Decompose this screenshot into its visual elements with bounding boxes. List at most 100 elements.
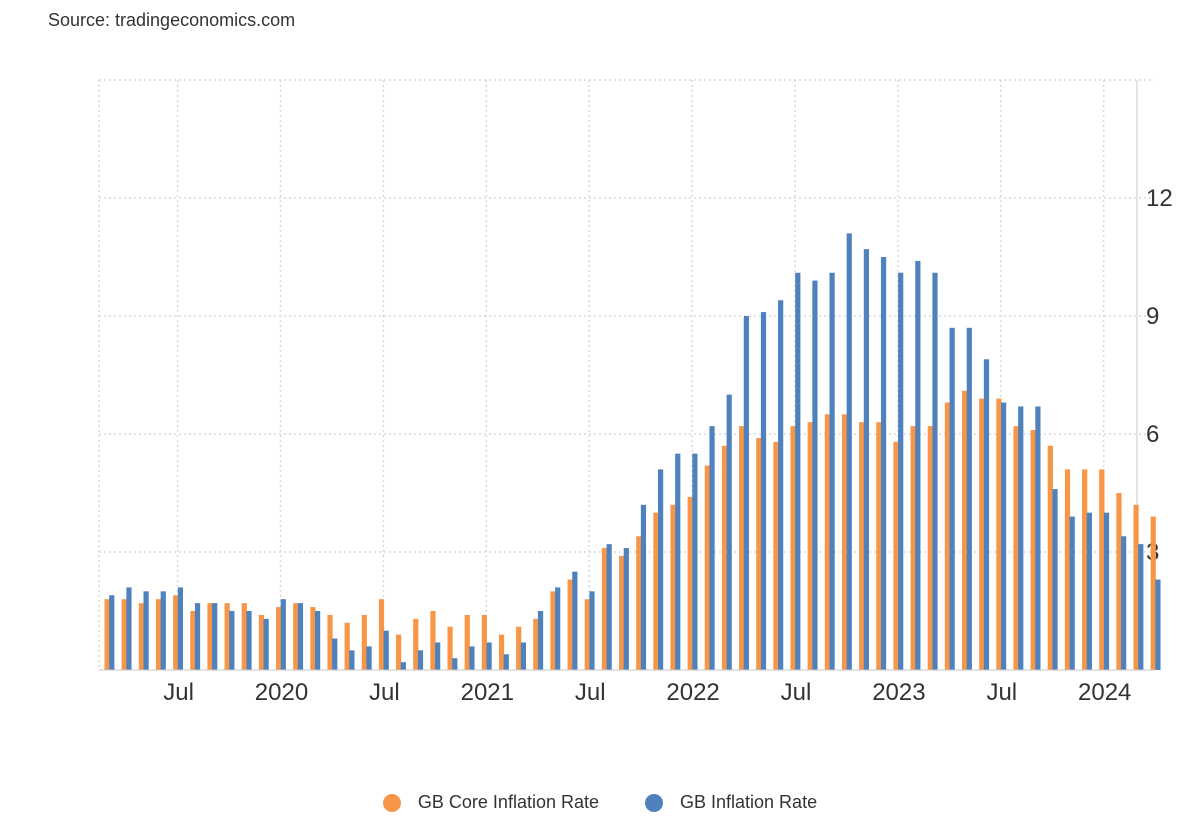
core-bar-2020-07 — [378, 599, 385, 670]
inflation-bar-2022-06 — [778, 300, 784, 670]
inflation-bar-2019-06 — [160, 591, 166, 670]
core-bar-2023-11 — [1064, 469, 1071, 670]
inflation-bar-2020-09 — [417, 650, 424, 670]
core-bar-2019-10 — [224, 603, 230, 670]
core-bar-2019-04 — [121, 599, 127, 670]
inflation-bar-2020-10 — [435, 642, 441, 670]
inflation-bar-2020-11 — [452, 658, 458, 670]
core-bar-2022-05 — [756, 437, 762, 670]
core-bar-2021-12 — [670, 504, 676, 670]
core-bar-2022-07 — [790, 426, 796, 670]
inflation-bar-2022-10 — [846, 233, 852, 670]
inflation-bar-chart: 36912Jul2020Jul2021Jul2022Jul2023Jul2024 — [98, 79, 1173, 706]
core-bar-2023-05 — [962, 390, 968, 670]
inflation-bar-2019-07 — [177, 587, 183, 670]
x-tick-label-5: 2022 — [666, 679, 719, 706]
core-bar-2022-01 — [687, 496, 693, 670]
inflation-bar-2020-08 — [400, 662, 406, 670]
x-tick-label-7: 2023 — [872, 679, 925, 706]
core-bar-2019-12 — [258, 614, 265, 670]
inflation-bar-2020-07 — [383, 630, 389, 670]
core-bar-2021-03 — [516, 626, 522, 670]
core-bar-2021-09 — [619, 555, 625, 670]
core-bar-2021-07 — [584, 599, 590, 670]
inflation-bar-2023-06 — [983, 359, 990, 670]
core-bar-2023-10 — [1047, 445, 1053, 670]
core-bar-2023-06 — [979, 398, 985, 670]
inflation-bar-2019-12 — [263, 618, 269, 670]
inflation-bar-2020-04 — [332, 638, 338, 670]
source-label: Source: tradingeconomics.com — [48, 10, 296, 30]
core-bar-2019-11 — [241, 603, 247, 670]
core-bar-2019-06 — [155, 599, 162, 670]
legend: GB Core Inflation Rate GB Inflation Rate — [0, 792, 1200, 813]
x-tick-label-2: Jul — [369, 679, 400, 706]
core-bar-2019-09 — [207, 603, 213, 670]
x-tick-label-4: Jul — [575, 679, 606, 706]
core-bar-2024-02 — [1116, 493, 1122, 670]
legend-dot-inflation — [645, 793, 663, 812]
inflation-bar-2021-04 — [537, 611, 544, 670]
inflation-bar-2021-12 — [675, 453, 681, 670]
x-tick-label-1: 2020 — [255, 679, 308, 706]
inflation-bar-2019-10 — [229, 611, 235, 670]
inflation-bar-2022-12 — [880, 257, 887, 670]
core-bar-2023-09 — [1030, 430, 1036, 670]
core-bar-2024-01 — [1099, 469, 1105, 670]
y-tick-label-1: 6 — [1146, 421, 1159, 448]
inflation-bar-2022-11 — [863, 249, 869, 670]
inflation-bar-2022-02 — [709, 426, 715, 670]
core-bar-2024-04 — [1150, 516, 1156, 670]
inflation-bar-2019-05 — [143, 591, 149, 670]
legend-label-core: GB Core Inflation Rate — [417, 792, 599, 812]
y-tick-label-3: 12 — [1146, 185, 1173, 212]
core-bar-2022-06 — [773, 441, 779, 670]
inflation-bar-2019-08 — [194, 603, 201, 670]
core-bar-2023-08 — [1013, 426, 1019, 670]
core-bar-2022-11 — [859, 422, 865, 670]
inflation-bar-2022-09 — [829, 272, 835, 670]
core-bar-2023-03 — [927, 426, 933, 670]
core-bar-2023-12 — [1082, 469, 1088, 670]
core-bar-2022-03 — [721, 445, 728, 670]
core-bar-2021-11 — [653, 512, 659, 670]
x-tick-label-9: 2024 — [1078, 679, 1131, 706]
inflation-bar-2022-03 — [726, 394, 732, 670]
inflation-bar-2021-01 — [486, 642, 492, 670]
inflation-bar-2021-09 — [623, 548, 629, 670]
core-bar-2020-11 — [447, 626, 453, 670]
inflation-bar-2021-06 — [572, 571, 578, 670]
inflation-bar-2024-04 — [1155, 579, 1161, 670]
core-bar-2020-04 — [327, 614, 333, 670]
core-bar-2023-04 — [944, 402, 951, 670]
inflation-bar-2023-11 — [1069, 516, 1075, 670]
inflation-bar-2023-08 — [1018, 406, 1024, 670]
inflation-bar-2022-05 — [760, 312, 767, 670]
core-bar-2020-02 — [293, 603, 299, 670]
x-tick-label-3: 2021 — [461, 679, 514, 706]
core-bar-2023-07 — [996, 398, 1002, 670]
inflation-bar-2021-08 — [606, 544, 612, 670]
x-tick-label-6: Jul — [781, 679, 812, 706]
inflation-bar-2022-07 — [795, 272, 801, 670]
inflation-bar-2019-09 — [212, 603, 218, 670]
core-bar-2020-12 — [464, 614, 470, 670]
inflation-bar-2023-12 — [1086, 512, 1092, 670]
legend-item-core[interactable]: GB Core Inflation Rate — [382, 792, 599, 813]
inflation-bar-2023-05 — [966, 327, 972, 670]
inflation-bar-2021-07 — [589, 591, 595, 670]
inflation-bar-2023-09 — [1035, 406, 1041, 670]
core-bar-2021-01 — [481, 614, 487, 670]
inflation-bar-2022-08 — [812, 280, 818, 670]
core-bar-2021-06 — [567, 579, 573, 670]
core-bar-2020-08 — [396, 634, 402, 670]
core-bar-2022-10 — [841, 414, 848, 670]
inflation-bar-2022-01 — [692, 453, 698, 670]
core-bar-2019-03 — [104, 599, 110, 670]
inflation-bar-2023-07 — [1001, 402, 1007, 670]
legend-item-inflation[interactable]: GB Inflation Rate — [645, 792, 817, 813]
inflation-bar-2024-01 — [1103, 512, 1110, 670]
inflation-bar-2020-12 — [469, 646, 475, 670]
core-bar-2023-01 — [893, 441, 899, 670]
inflation-bar-2023-04 — [949, 327, 955, 670]
